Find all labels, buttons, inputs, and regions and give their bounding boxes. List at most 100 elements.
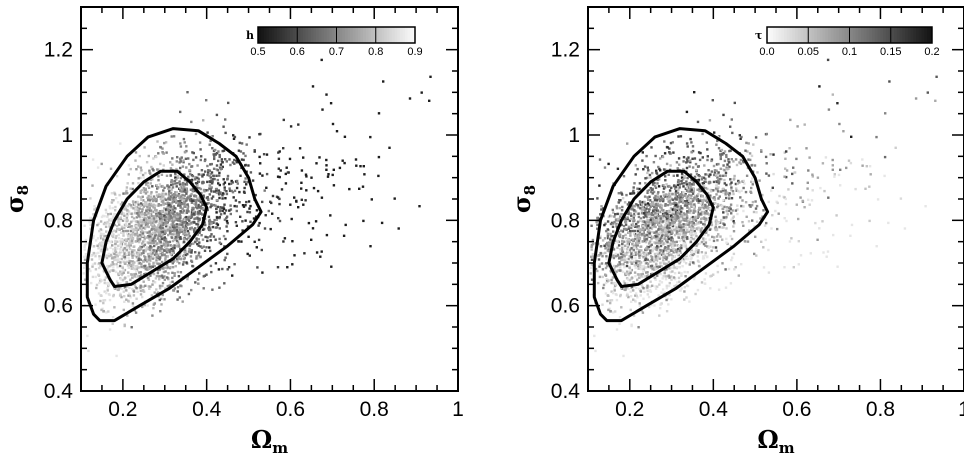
scatter-point [630,324,633,328]
scatter-point [180,223,183,226]
scatter-point [123,226,126,229]
scatter-point [194,132,198,136]
scatter-point [83,255,86,258]
scatter-point [185,205,189,208]
scatter-point [194,199,197,202]
scatter-point [652,200,655,204]
scatter-point [83,263,86,266]
scatter-point [694,236,697,240]
scatter-point [109,253,113,257]
scatter-point [143,243,147,246]
scatter-point [639,203,642,206]
scatter-point [114,250,118,254]
scatter-point [148,261,151,264]
contour-outer [85,127,263,323]
scatter-point [132,207,135,210]
scatter-point [207,228,211,232]
scatter-point [183,194,186,197]
scatter-point [151,225,154,228]
scatter-point [664,212,667,215]
scatter-point [167,272,170,275]
scatter-point [185,218,188,221]
scatter-point [632,208,636,212]
scatter-point [123,295,126,298]
scatter-point [167,197,170,200]
scatter-point [637,227,641,231]
scatter-point [714,215,717,218]
scatter-point [183,240,186,243]
scatter-point [293,254,296,257]
scatter-point [188,244,192,247]
scatter-point [624,252,627,255]
scatter-point [129,296,132,299]
scatter-point [734,266,737,269]
scatter-point [143,217,146,220]
scatter-point [203,159,207,163]
scatter-point [630,249,634,253]
scatter-point [282,118,285,122]
scatter-point [652,209,655,213]
scatter-point [245,200,248,204]
scatter-point [683,204,687,207]
scatter-point [625,277,629,280]
scatter-point [675,250,678,254]
scatter-point [629,295,633,298]
colorbar-step [331,27,335,43]
scatter-point [139,275,142,278]
y-tick-label: 0.8 [44,209,73,232]
scatter-point [154,204,157,207]
scatter-point [697,213,700,216]
scatter-point [125,218,128,221]
scatter-point [669,270,672,274]
scatter-point [231,274,234,277]
scatter-point [112,212,116,216]
scatter-point [195,205,198,208]
scatter-point [696,222,699,225]
scatter-point [102,310,105,313]
scatter-point [605,243,608,246]
scatter-point [238,141,241,145]
scatter-point [94,268,98,271]
scatter-point [311,85,315,88]
scatter-point [124,243,127,246]
scatter-point [126,182,129,185]
scatter-point [138,240,141,244]
scatter-point [255,246,258,249]
scatter-point [598,275,602,279]
scatter-point [189,199,192,202]
scatter-point [662,184,665,187]
scatter-point [702,216,706,219]
scatter-point [664,203,667,206]
scatter-point [635,281,638,285]
scatter-point [138,287,142,290]
scatter-point [641,206,645,209]
scatter-point [170,183,173,187]
scatter-point [196,197,199,200]
scatter-point [667,196,671,199]
scatter-point [393,197,396,200]
scatter-point [166,184,169,188]
scatter-point [637,215,641,219]
scatter-point [705,231,708,234]
scatter-point [635,203,638,206]
scatter-point [697,226,700,230]
scatter-point [646,286,649,289]
colorbar-step [302,27,306,43]
scatter-point [634,173,637,176]
scatter-point [644,219,648,223]
scatter-point [696,120,700,124]
scatter-point [676,266,679,269]
scatter-point [161,276,164,279]
scatter-point [151,255,155,258]
scatter-point [686,257,689,260]
scatter-point [707,234,710,237]
scatter-point [211,221,214,224]
scatter-point [188,227,192,230]
scatter-point [681,195,684,199]
scatter-point [647,289,650,293]
scatter-point [626,142,629,145]
scatter-point [610,299,614,302]
scatter-point [698,190,701,193]
scatter-point [226,230,229,233]
scatter-point [102,269,106,273]
